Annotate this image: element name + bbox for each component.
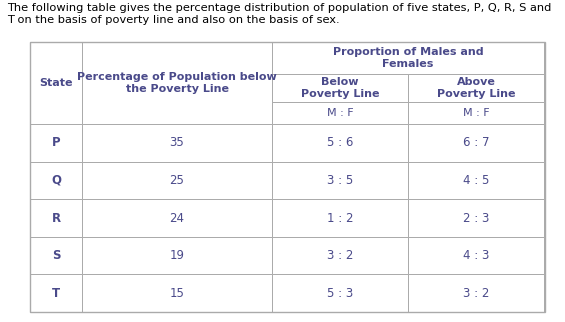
Bar [30, 42, 545, 312]
Text: T on the basis of poverty line and also on the basis of sex.: T on the basis of poverty line and also … [7, 15, 340, 25]
Text: 1 : 2: 1 : 2 [327, 212, 353, 224]
Bar [272, 274, 408, 312]
Bar [408, 102, 544, 124]
Bar [272, 162, 408, 199]
Text: 4 : 3: 4 : 3 [463, 249, 489, 262]
Bar [82, 199, 272, 237]
Text: 35: 35 [170, 136, 184, 149]
Text: P: P [51, 136, 60, 149]
Bar [82, 124, 272, 162]
Text: 3 : 2: 3 : 2 [327, 249, 353, 262]
Text: Proportion of Males and
Females: Proportion of Males and Females [333, 47, 483, 69]
Bar [30, 237, 82, 274]
Text: 19: 19 [170, 249, 185, 262]
Bar [30, 124, 82, 162]
Text: 3 : 5: 3 : 5 [327, 174, 353, 187]
Text: S: S [52, 249, 60, 262]
Text: M : F: M : F [327, 108, 353, 118]
Text: 15: 15 [170, 287, 184, 300]
Text: Q: Q [51, 174, 61, 187]
Bar [82, 237, 272, 274]
Bar [272, 42, 544, 74]
Text: 6 : 7: 6 : 7 [463, 136, 489, 149]
Text: R: R [51, 212, 60, 224]
Text: T: T [52, 287, 60, 300]
Bar [82, 162, 272, 199]
Bar [408, 199, 544, 237]
Text: 25: 25 [170, 174, 184, 187]
Bar [408, 124, 544, 162]
Text: 3 : 2: 3 : 2 [463, 287, 489, 300]
Text: Above
Poverty Line: Above Poverty Line [437, 77, 515, 99]
Text: Percentage of Population below
the Poverty Line: Percentage of Population below the Pover… [77, 72, 277, 94]
Bar [272, 74, 408, 102]
Bar [272, 124, 408, 162]
Bar [272, 237, 408, 274]
Bar [30, 162, 82, 199]
Bar [30, 42, 82, 124]
Text: 2 : 3: 2 : 3 [463, 212, 489, 224]
Bar [408, 237, 544, 274]
Text: 5 : 6: 5 : 6 [327, 136, 353, 149]
Text: The following table gives the percentage distribution of population of five stat: The following table gives the percentage… [7, 3, 551, 13]
Bar [272, 199, 408, 237]
Bar [82, 42, 272, 124]
Text: 4 : 5: 4 : 5 [463, 174, 489, 187]
Bar [30, 274, 82, 312]
Text: 24: 24 [170, 212, 185, 224]
Bar [408, 74, 544, 102]
Bar [82, 274, 272, 312]
Text: State: State [39, 78, 73, 88]
Bar [408, 274, 544, 312]
Bar [408, 162, 544, 199]
Text: 5 : 3: 5 : 3 [327, 287, 353, 300]
Bar [272, 102, 408, 124]
Text: Below
Poverty Line: Below Poverty Line [301, 77, 379, 99]
Text: M : F: M : F [463, 108, 489, 118]
Bar [30, 199, 82, 237]
